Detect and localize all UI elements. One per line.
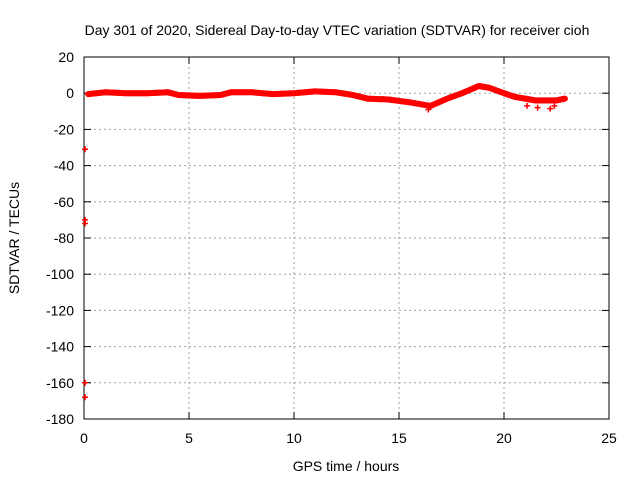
- y-tick-label: -120: [46, 302, 74, 318]
- y-tick-label: 20: [58, 49, 74, 65]
- y-tick-label: -180: [46, 411, 74, 427]
- y-tick-label: -60: [54, 194, 74, 210]
- x-tick-label: 10: [286, 430, 302, 446]
- x-tick-labels: 0 5 10 15 20 25: [80, 430, 617, 446]
- data-point-outlier: [82, 394, 89, 401]
- y-tick-label: 0: [66, 85, 74, 101]
- data-point-outlier: [547, 105, 554, 112]
- y-tick-label: -140: [46, 339, 74, 355]
- data-point: [560, 95, 567, 102]
- y-tick-label: -40: [54, 158, 74, 174]
- x-tick-label: 0: [80, 430, 88, 446]
- data-point-outlier: [425, 106, 432, 113]
- y-axis-label: SDTVAR / TECUs: [6, 182, 22, 294]
- y-tick-label: -160: [46, 375, 74, 391]
- y-tick-label: -100: [46, 266, 74, 282]
- data-point-outlier: [551, 102, 558, 109]
- x-tick-label: 25: [601, 430, 617, 446]
- series-sdtvar: [82, 82, 568, 401]
- grid-lines: [84, 57, 609, 419]
- chart-title: Day 301 of 2020, Sidereal Day-to-day VTE…: [85, 22, 590, 38]
- data-point-outlier: [82, 379, 89, 386]
- x-tick-label: 5: [185, 430, 193, 446]
- x-axis-label: GPS time / hours: [293, 458, 400, 474]
- y-tick-labels: 20 0 -20 -40 -60 -80 -100 -120 -140 -160 -180: [46, 49, 74, 427]
- data-point-outlier: [82, 146, 89, 153]
- y-tick-label: -20: [54, 121, 74, 137]
- y-tick-label: -80: [54, 230, 74, 246]
- x-tick-label: 20: [496, 430, 512, 446]
- axis-ticks: [83, 56, 610, 420]
- x-tick-label: 15: [391, 430, 407, 446]
- data-point-outlier: [82, 220, 89, 227]
- data-point-outlier: [524, 102, 531, 109]
- data-point-outlier: [534, 104, 541, 111]
